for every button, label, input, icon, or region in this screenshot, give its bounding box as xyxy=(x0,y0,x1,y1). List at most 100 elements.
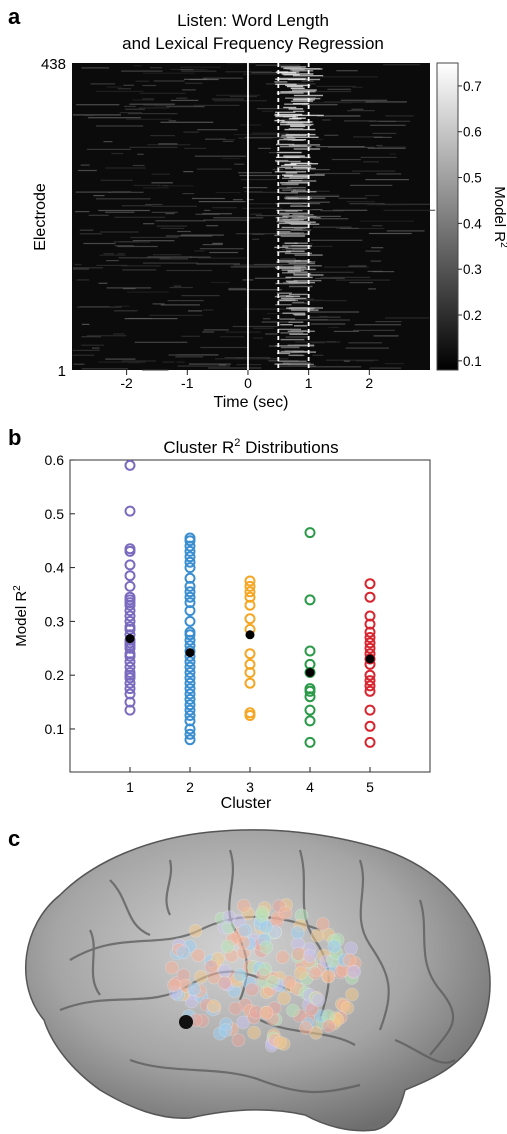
heatmap-response-streak xyxy=(288,281,315,284)
heatmap-bg-streak xyxy=(322,76,378,78)
heatmap-response-streak xyxy=(277,266,306,268)
scatter-title-main: Cluster R xyxy=(163,438,234,457)
heatmap-bg-streak xyxy=(74,263,82,266)
heatmap-bg-streak xyxy=(239,174,282,177)
heatmap-bg-streak xyxy=(153,80,185,82)
cluster-2-point xyxy=(184,699,196,711)
heatmap-response-streak xyxy=(292,75,324,77)
heatmap-bg-streak xyxy=(170,99,199,101)
heatmap-bg-streak xyxy=(193,104,240,106)
cluster-5-point xyxy=(364,704,376,716)
cluster-1-point xyxy=(124,559,136,571)
colorbar-tick-label: 0.5 xyxy=(463,171,482,186)
heatmap-bg-streak xyxy=(121,265,161,267)
heatmap-bg-streak xyxy=(146,257,192,259)
electrode-marker xyxy=(342,953,357,967)
heatmap-response-streak xyxy=(274,171,307,173)
heatmap-bg-streak xyxy=(282,298,314,300)
heatmap-response-streak xyxy=(284,163,297,166)
electrode-marker xyxy=(221,939,235,954)
heatmap-bg-streak xyxy=(143,223,155,225)
cluster-5-point xyxy=(364,720,376,732)
electrode-marker xyxy=(345,987,359,1002)
heatmap-bg-streak xyxy=(173,285,182,287)
heatmap-bg-streak xyxy=(232,325,279,328)
heatmap-bg-streak xyxy=(384,363,404,365)
cluster-5-point xyxy=(364,669,376,681)
scatter-y-axis-label: Model R2 xyxy=(12,585,30,647)
heatmap-bg-streak xyxy=(310,323,346,325)
heatmap-bg-streak xyxy=(365,250,381,252)
heatmap-bg-streak xyxy=(219,336,245,338)
heatmap-bg-streak xyxy=(203,209,211,211)
heatmap-bg-streak xyxy=(167,300,204,302)
electrode-marker xyxy=(236,935,251,950)
heatmap-bg-streak xyxy=(369,367,402,369)
heatmap-bg-streak xyxy=(324,101,375,103)
heatmap-response-streak xyxy=(294,268,316,271)
heatmap-bg-streak xyxy=(234,134,290,136)
heatmap-response-streak xyxy=(293,215,317,218)
heatmap-bg-streak xyxy=(152,303,165,305)
heatmap-bg-streak xyxy=(303,190,330,192)
cluster-3-point xyxy=(244,648,256,660)
cluster-4-point xyxy=(304,736,316,748)
heatmap-response-streak xyxy=(287,271,308,273)
heatmap-response-streak xyxy=(292,166,312,169)
heatmap-bg-streak xyxy=(73,363,85,365)
heatmap-bg-streak xyxy=(246,199,254,201)
cluster-2-point xyxy=(184,605,196,617)
heatmap-response-streak xyxy=(292,117,306,119)
heatmap-streaks xyxy=(72,63,436,371)
heatmap-response-streak xyxy=(276,92,304,94)
heatmap-bg-streak xyxy=(354,324,401,326)
cluster-1-point xyxy=(124,672,136,684)
heatmap-bg-streak xyxy=(225,139,235,141)
heatmap-response-streak xyxy=(287,198,311,200)
heatmap-bg-streak xyxy=(196,263,240,265)
heatmap-bg-streak xyxy=(176,361,185,363)
heatmap-bg-streak xyxy=(139,92,186,94)
cluster-4-point xyxy=(304,527,316,539)
heatmap-bg-streak xyxy=(336,227,385,230)
cluster-2-point xyxy=(184,723,196,735)
heatmap-bg-streak xyxy=(90,83,116,85)
heatmap-bg-streak xyxy=(373,136,392,138)
heatmap-bg-streak xyxy=(81,368,129,370)
heatmap-response-streak xyxy=(291,68,323,70)
heatmap-bg-streak xyxy=(373,271,395,273)
heatmap-bg-streak xyxy=(103,253,114,255)
heatmap-bg-streak xyxy=(243,73,280,75)
heatmap-response-streak xyxy=(291,245,311,247)
cluster-2-point xyxy=(184,540,196,552)
heatmap-bg-streak xyxy=(338,197,368,199)
heatmap-response-streak xyxy=(285,84,311,87)
scatter-y-axis-label-sup: 2 xyxy=(12,585,23,591)
heatmap-bg-streak xyxy=(373,335,399,337)
heatmap-bg-streak xyxy=(119,112,142,114)
heatmap-response-streak xyxy=(294,344,314,347)
cluster-1-point xyxy=(124,505,136,517)
heatmap-bg-streak xyxy=(95,125,144,127)
heatmap-bg-streak xyxy=(375,321,402,323)
heatmap-bg-streak xyxy=(75,211,90,213)
cluster-2-point xyxy=(184,556,196,568)
heatmap-bg-streak xyxy=(92,347,100,349)
heatmap-response-streak xyxy=(283,138,296,140)
heatmap-bg-streak xyxy=(83,242,116,245)
heatmap-bg-streak xyxy=(133,184,161,186)
heatmap-bg-streak xyxy=(160,227,184,229)
heatmap-bg-streak xyxy=(203,77,244,79)
heatmap-response-streak xyxy=(290,100,314,102)
heatmap-bg-streak xyxy=(368,120,411,122)
heatmap-response-streak xyxy=(278,187,292,189)
heatmap-response-streak xyxy=(275,160,301,163)
heatmap-bg-streak xyxy=(188,363,231,365)
heatmap-bg-streak xyxy=(132,240,175,242)
heatmap-response-streak xyxy=(281,269,305,271)
electrode-marker xyxy=(290,925,305,940)
heatmap-bg-streak xyxy=(308,316,341,318)
heatmap-bg-streak xyxy=(194,250,205,252)
heatmap-response-streak xyxy=(274,119,285,122)
heatmap-response-streak xyxy=(291,309,319,311)
